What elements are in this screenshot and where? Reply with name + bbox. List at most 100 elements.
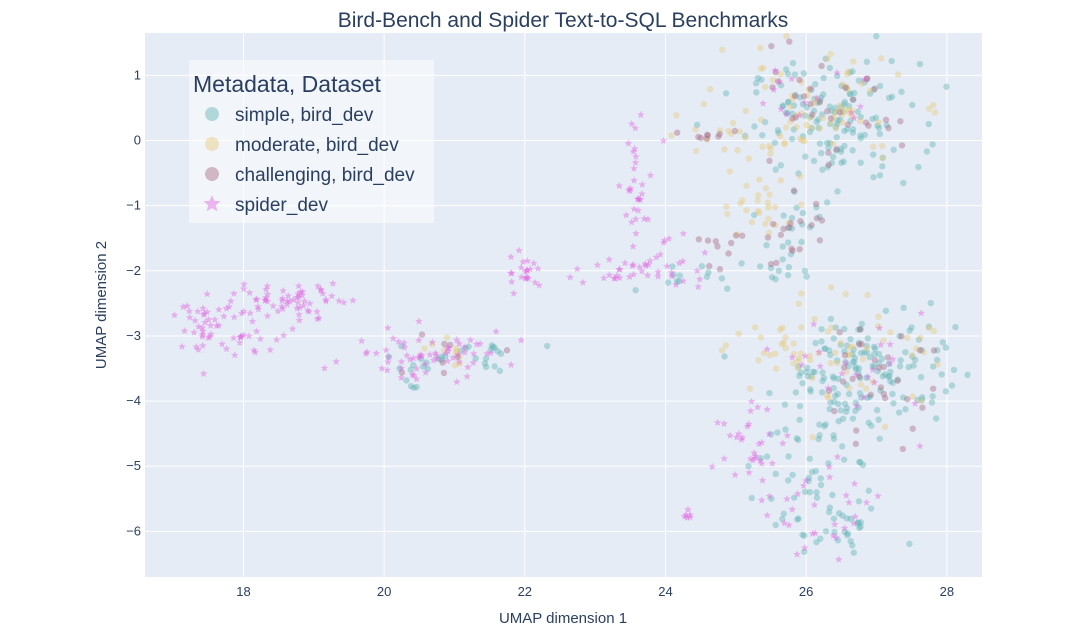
legend-item[interactable]: simple, bird_dev bbox=[205, 105, 374, 126]
x-axis-ticks: 18 20 22 24 26 28 bbox=[236, 584, 954, 599]
data-point bbox=[278, 302, 286, 310]
data-point bbox=[416, 350, 425, 359]
data-point bbox=[772, 365, 780, 372]
data-point bbox=[785, 264, 793, 271]
data-point bbox=[185, 307, 194, 315]
data-point bbox=[900, 179, 907, 187]
data-point bbox=[751, 454, 759, 462]
data-point bbox=[794, 364, 801, 372]
data-point bbox=[805, 474, 813, 482]
data-point bbox=[777, 177, 784, 184]
data-point bbox=[756, 263, 764, 270]
data-point bbox=[817, 535, 824, 542]
data-point bbox=[763, 453, 771, 460]
data-point bbox=[887, 368, 894, 376]
data-point bbox=[818, 217, 826, 224]
data-point bbox=[372, 349, 381, 357]
data-point bbox=[632, 152, 640, 160]
data-point bbox=[789, 247, 796, 254]
data-point bbox=[306, 299, 314, 307]
data-point bbox=[855, 519, 862, 527]
data-point bbox=[300, 297, 309, 305]
data-point bbox=[315, 314, 323, 322]
data-point bbox=[384, 353, 393, 361]
data-point bbox=[670, 271, 677, 279]
data-point bbox=[799, 209, 807, 217]
data-point bbox=[180, 327, 189, 335]
data-point bbox=[850, 96, 857, 103]
data-point bbox=[780, 339, 787, 347]
data-point bbox=[804, 364, 811, 372]
data-point bbox=[487, 346, 495, 353]
data-point bbox=[830, 432, 837, 439]
data-point bbox=[519, 257, 527, 266]
data-point bbox=[263, 282, 272, 290]
data-point bbox=[787, 251, 795, 258]
data-point bbox=[630, 205, 638, 213]
data-point bbox=[185, 313, 194, 321]
data-point bbox=[215, 305, 223, 313]
data-point bbox=[736, 128, 743, 135]
data-point bbox=[868, 422, 875, 429]
legend-item[interactable]: spider_dev bbox=[203, 195, 328, 216]
data-point bbox=[852, 401, 861, 410]
data-point bbox=[841, 108, 848, 115]
data-point bbox=[844, 121, 852, 128]
data-point bbox=[838, 443, 846, 450]
legend-item[interactable]: challenging, bird_dev bbox=[205, 165, 415, 186]
data-point bbox=[824, 384, 833, 392]
data-point bbox=[925, 105, 933, 112]
data-point bbox=[700, 100, 708, 108]
data-point bbox=[799, 481, 808, 489]
data-point bbox=[400, 339, 408, 347]
data-point bbox=[523, 266, 531, 274]
data-point bbox=[494, 347, 501, 355]
data-point bbox=[754, 74, 762, 82]
data-point bbox=[774, 429, 781, 436]
data-point bbox=[397, 373, 406, 381]
legend[interactable]: Metadata, Dataset simple, bird_devmodera… bbox=[189, 60, 434, 223]
data-point bbox=[633, 195, 642, 203]
data-point bbox=[251, 348, 260, 356]
data-point bbox=[851, 89, 858, 97]
data-point bbox=[795, 111, 804, 119]
data-point bbox=[816, 421, 823, 428]
data-point bbox=[659, 238, 668, 246]
data-point bbox=[842, 358, 849, 366]
data-point bbox=[771, 204, 779, 211]
data-point bbox=[695, 275, 704, 283]
data-point bbox=[852, 440, 860, 448]
data-point bbox=[455, 357, 463, 366]
data-point bbox=[898, 88, 905, 95]
data-point bbox=[859, 355, 867, 363]
data-point bbox=[831, 109, 838, 116]
data-point bbox=[801, 352, 809, 360]
data-point bbox=[631, 158, 640, 166]
data-point bbox=[378, 364, 386, 372]
data-point bbox=[250, 346, 258, 354]
data-point bbox=[785, 98, 792, 106]
data-point bbox=[942, 388, 950, 395]
data-point bbox=[793, 435, 800, 442]
data-point bbox=[917, 397, 925, 405]
data-point bbox=[857, 523, 864, 530]
data-point bbox=[804, 373, 812, 380]
data-point bbox=[440, 347, 448, 354]
data-point bbox=[856, 524, 863, 532]
data-point bbox=[835, 510, 843, 517]
data-point bbox=[913, 345, 920, 352]
data-point bbox=[428, 341, 436, 348]
data-point bbox=[870, 363, 878, 371]
legend-item[interactable]: moderate, bird_dev bbox=[205, 135, 399, 156]
data-point bbox=[686, 513, 694, 521]
data-point bbox=[804, 92, 811, 99]
data-point bbox=[482, 363, 490, 371]
data-point bbox=[496, 367, 504, 375]
data-point bbox=[799, 101, 807, 108]
data-point bbox=[832, 533, 840, 541]
data-point bbox=[421, 345, 428, 352]
data-point bbox=[799, 531, 806, 538]
data-point bbox=[789, 115, 796, 122]
data-point bbox=[769, 220, 777, 228]
data-point bbox=[731, 470, 739, 479]
